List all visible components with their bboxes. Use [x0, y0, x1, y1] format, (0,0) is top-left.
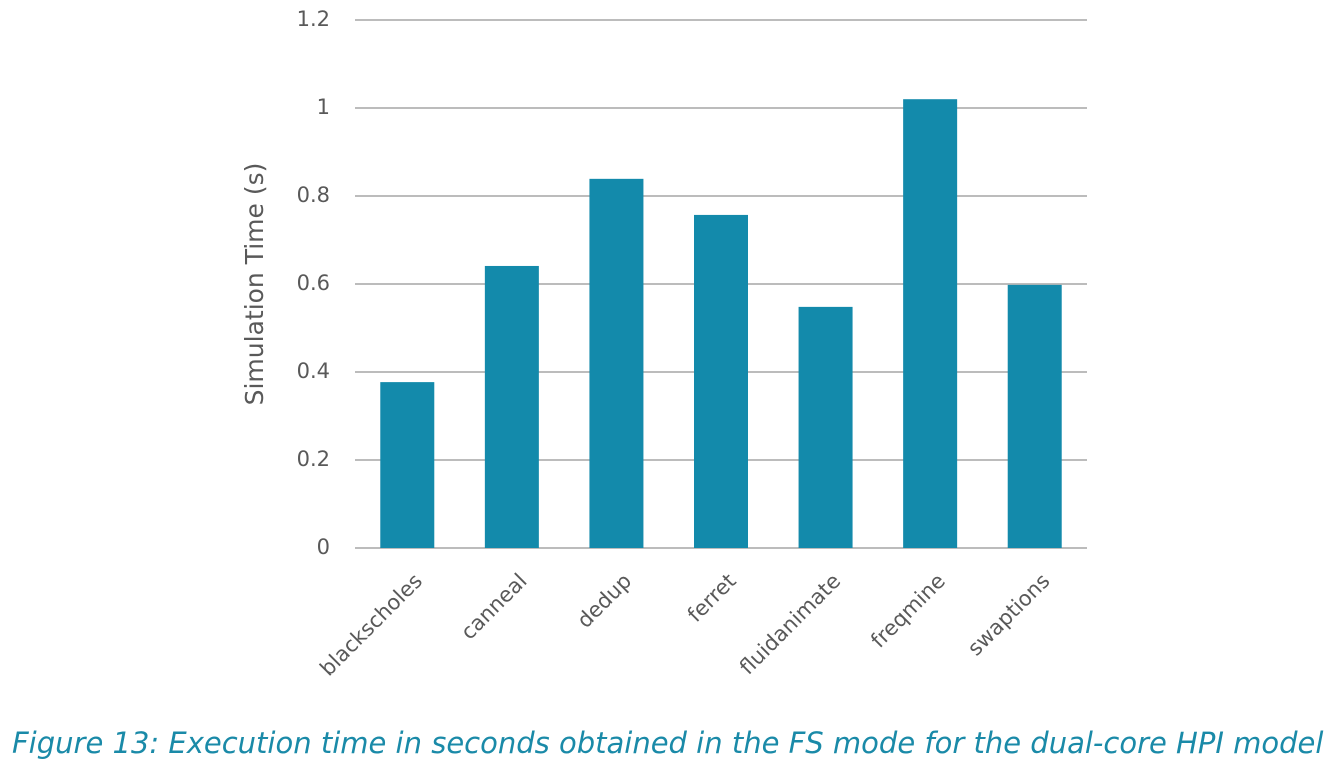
y-tick-label: 1.2	[297, 7, 330, 31]
x-tick-label: blackscholes	[315, 569, 427, 681]
bar	[1007, 284, 1062, 548]
bar	[484, 265, 539, 548]
y-tick-label: 0.6	[297, 271, 330, 295]
bar	[694, 214, 748, 549]
bar	[380, 382, 435, 548]
bar	[903, 99, 958, 548]
bar	[589, 178, 644, 548]
x-tick-label: freqmine	[866, 569, 950, 653]
y-tick-label: 1	[317, 95, 330, 119]
bar	[798, 306, 853, 548]
x-tick-label: swaptions	[963, 569, 1055, 661]
x-tick-label: fluidanimate	[735, 569, 845, 679]
x-tick-label: canneal	[456, 569, 531, 644]
y-tick-label: 0.2	[297, 447, 330, 471]
y-tick-label: 0.8	[297, 183, 330, 207]
y-axis-label: Simulation Time (s)	[240, 163, 269, 406]
x-tick-label: ferret	[683, 569, 741, 627]
y-tick-label: 0.4	[297, 359, 330, 383]
x-tick-label: dedup	[572, 569, 636, 633]
y-tick-label: 0	[317, 535, 330, 559]
caption: Figure 13: Execution time in seconds obt…	[12, 726, 1323, 760]
